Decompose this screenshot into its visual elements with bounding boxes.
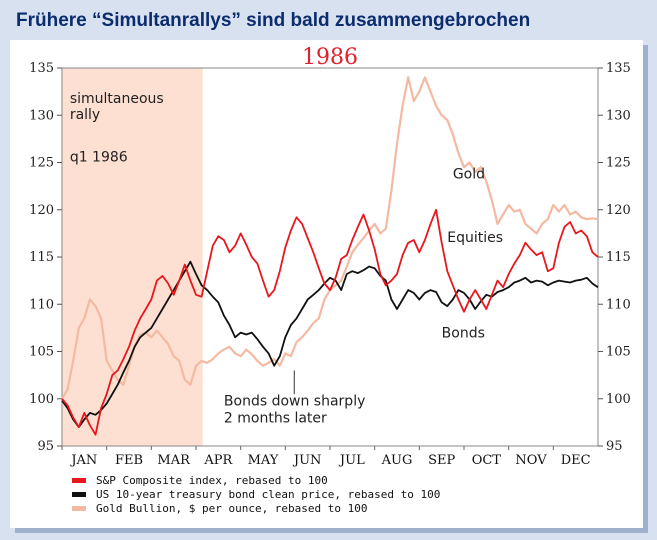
chart-annotation: Equities xyxy=(447,230,503,246)
x-tick-label-month: AUG xyxy=(381,453,413,468)
x-tick-label-month: FEB xyxy=(115,453,143,468)
legend-swatch xyxy=(72,492,86,497)
y-tick-label-left: 105 xyxy=(29,345,54,360)
chart-annotation: simultaneous xyxy=(70,91,164,107)
headline: Frühere “Simultanrallys” sind bald zusam… xyxy=(16,10,531,31)
y-tick-label-left: 120 xyxy=(29,203,54,218)
chart-annotation: 2 months later xyxy=(224,410,327,426)
y-tick-label-left: 115 xyxy=(29,250,54,265)
legend-entry: US 10-year treasury bond clean price, re… xyxy=(96,488,440,501)
y-tick-label-left: 110 xyxy=(29,297,54,312)
x-tick-label-month: MAY xyxy=(248,453,279,468)
y-tick-label-left: 135 xyxy=(29,61,54,76)
y-tick-label-left: 95 xyxy=(37,439,54,454)
legend-swatch xyxy=(72,506,86,511)
legend-entry: Gold Bullion, $ per ounce, rebased to 10… xyxy=(96,502,368,515)
x-tick-label-month: SEP xyxy=(428,453,455,468)
x-tick-label-month: MAR xyxy=(157,453,191,468)
y-tick-label-right: 100 xyxy=(606,392,631,407)
y-tick-label-left: 100 xyxy=(29,392,54,407)
series-line-treasury-bond xyxy=(61,260,599,429)
x-tick-label-month: DEC xyxy=(561,453,591,468)
x-tick-label-month: JAN xyxy=(69,453,97,468)
chart-annotation: q1 1986 xyxy=(70,150,128,166)
y-tick-label-right: 135 xyxy=(606,61,631,76)
y-tick-label-right: 110 xyxy=(606,297,631,312)
y-tick-label-left: 125 xyxy=(29,156,54,171)
x-tick-label-month: OCT xyxy=(472,453,502,468)
chart-panel: 1986 135 135 130 130 125 125 120 120 115 115 110 110… xyxy=(10,40,643,528)
chart-annotation: Gold xyxy=(453,167,485,183)
y-tick-label-left: 130 xyxy=(29,108,54,123)
y-tick-label-right: 130 xyxy=(606,108,631,123)
y-tick-label-right: 115 xyxy=(606,250,631,265)
legend-swatch xyxy=(72,478,86,483)
y-tick-label-right: 95 xyxy=(606,439,623,454)
chart-title: 1986 xyxy=(302,45,358,70)
chart-annotation: Bonds down sharply xyxy=(224,393,365,409)
y-tick-label-right: 125 xyxy=(606,156,631,171)
line-chart: 1986 135 135 130 130 125 125 120 120 115 115 110 110… xyxy=(29,45,631,515)
y-tick-label-right: 120 xyxy=(606,203,631,218)
shaded-rally-region xyxy=(62,68,203,446)
legend-entry: S&P Composite index, rebased to 100 xyxy=(96,474,328,487)
x-tick-label-month: NOV xyxy=(515,453,547,468)
x-tick-label-month: JUN xyxy=(292,453,322,468)
series-line-sp-composite xyxy=(61,208,599,436)
y-tick-label-right: 105 xyxy=(606,345,631,360)
chart-annotation: rally xyxy=(70,107,100,123)
chart-annotation: Bonds xyxy=(442,325,485,341)
x-tick-label-month: APR xyxy=(203,453,233,468)
x-tick-label-month: JUL xyxy=(338,453,365,468)
